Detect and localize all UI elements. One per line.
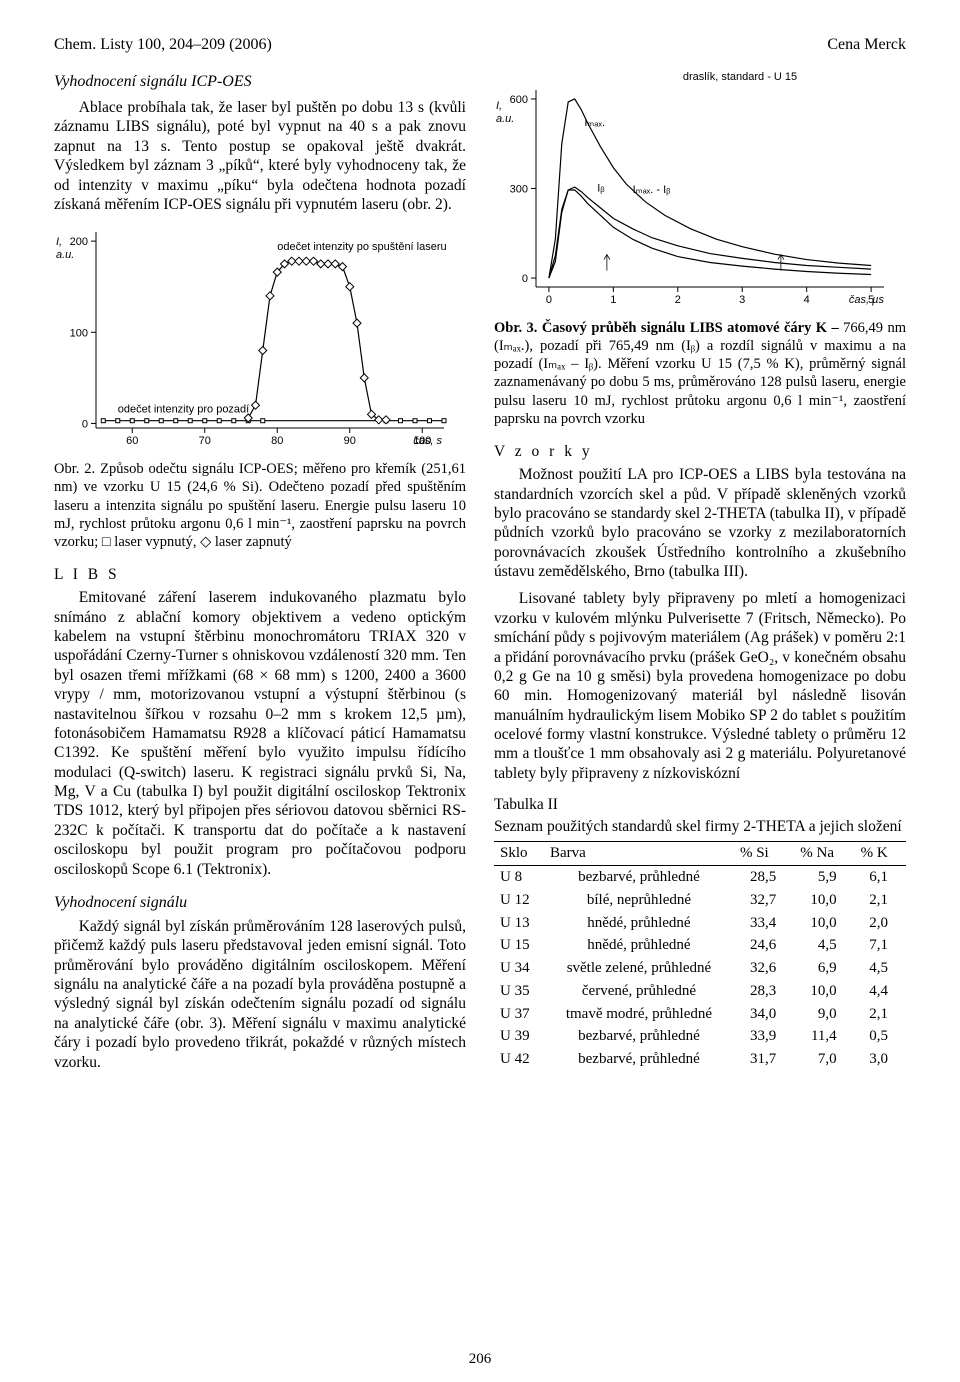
left-column: Vyhodnocení signálu ICP-OES Ablace probí…	[54, 72, 466, 1080]
svg-text:I,: I,	[56, 236, 62, 248]
svg-text:čas, µs: čas, µs	[849, 294, 885, 306]
table-row: U 13hnědé, průhledné33,410,02,0	[494, 912, 906, 935]
table-row: U 15hnědé, průhledné24,64,57,1	[494, 934, 906, 957]
page-number: 206	[0, 1351, 960, 1368]
running-head-right: Cena Merck	[827, 36, 906, 54]
table-row: U 12bílé, neprůhledné32,710,02,1	[494, 889, 906, 912]
figure-2-chart: 607080901000100200I,a.u.čas, sodečet int…	[54, 224, 466, 454]
table2-title-1: Tabulka II	[494, 795, 906, 815]
figure-2-caption: Obr. 2. Způsob odečtu signálu ICP-OES; m…	[54, 460, 466, 551]
svg-text:200: 200	[70, 236, 88, 248]
para-icpoes-1: Ablace probíhala tak, že laser byl puště…	[54, 98, 466, 214]
svg-text:odečet intenzity po spuštění l: odečet intenzity po spuštění laseru	[277, 241, 446, 253]
section-title-icpoes: Vyhodnocení signálu ICP-OES	[54, 72, 466, 92]
para-libs: Emitované záření laserem indukovaného pl…	[54, 588, 466, 879]
svg-text:70: 70	[199, 435, 211, 447]
svg-text:0: 0	[522, 273, 528, 285]
svg-text:3: 3	[739, 294, 745, 306]
svg-text:odečet intenzity pro pozadí: odečet intenzity pro pozadí	[118, 404, 249, 416]
svg-text:0: 0	[546, 294, 552, 306]
sub-title-vyhodnoceni: Vyhodnocení signálu	[54, 893, 466, 913]
svg-text:300: 300	[510, 184, 528, 196]
table-row: U 42bezbarvé, průhledné31,77,03,0	[494, 1048, 906, 1071]
para-vzorky-1: Možnost použití LA pro ICP-OES a LIBS by…	[494, 465, 906, 581]
svg-text:90: 90	[344, 435, 356, 447]
svg-text:100: 100	[70, 328, 88, 340]
svg-text:a.u.: a.u.	[56, 249, 74, 261]
svg-text:I,: I,	[496, 100, 502, 112]
figure-3-chart: draslík, standard - U 150123450300600I,a…	[494, 68, 906, 313]
svg-text:a.u.: a.u.	[496, 113, 514, 125]
table-row: U 8bezbarvé, průhledné28,55,96,1	[494, 866, 906, 889]
svg-text:čas, s: čas, s	[413, 435, 442, 447]
svg-text:2: 2	[675, 294, 681, 306]
svg-text:600: 600	[510, 94, 528, 106]
svg-text:draslík, standard - U 15: draslík, standard - U 15	[683, 71, 797, 83]
svg-text:60: 60	[126, 435, 138, 447]
svg-text:4: 4	[804, 294, 810, 306]
vzorky-heading: V z o r k y	[494, 442, 906, 461]
libs-heading: L I B S	[54, 565, 466, 584]
figure-3-caption: Obr. 3. Časový průběh signálu LIBS atomo…	[494, 319, 906, 428]
table2-col-3: % Na	[794, 842, 854, 866]
para-vyhodnoceni: Každý signál byl získán průměrováním 128…	[54, 917, 466, 1072]
svg-text:0: 0	[82, 419, 88, 431]
svg-text:80: 80	[271, 435, 283, 447]
table2-col-4: % K	[855, 842, 906, 866]
running-head: Chem. Listy 100, 204–209 (2006) Cena Mer…	[54, 36, 906, 54]
right-column: draslík, standard - U 150123450300600I,a…	[494, 72, 906, 1080]
table2-col-1: Barva	[544, 842, 734, 866]
svg-text:Iᵦ: Iᵦ	[597, 182, 605, 194]
table-row: U 34světle zelené, průhledné32,66,94,5	[494, 957, 906, 980]
table2-col-0: Sklo	[494, 842, 544, 866]
table2-title-2: Seznam použitých standardů skel firmy 2-…	[494, 817, 906, 837]
table-row: U 39bezbarvé, průhledné33,911,40,5	[494, 1025, 906, 1048]
figure-3-caption-bold: Obr. 3. Časový průběh signálu LIBS atomo…	[494, 320, 839, 336]
svg-text:Iₘₐₓ. - Iᵦ: Iₘₐₓ. - Iᵦ	[633, 184, 671, 196]
para-vzorky-2: Lisované tablety byly připraveny po mlet…	[494, 589, 906, 783]
svg-text:1: 1	[610, 294, 616, 306]
svg-text:Iₘₐₓ.: Iₘₐₓ.	[584, 117, 605, 129]
table-row: U 37tmavě modré, průhledné34,09,02,1	[494, 1003, 906, 1026]
running-head-left: Chem. Listy 100, 204–209 (2006)	[54, 36, 272, 54]
table-row: U 35červené, průhledné28,310,04,4	[494, 980, 906, 1003]
table-2: SkloBarva% Si% Na% K U 8bezbarvé, průhle…	[494, 841, 906, 1071]
table2-col-2: % Si	[734, 842, 794, 866]
